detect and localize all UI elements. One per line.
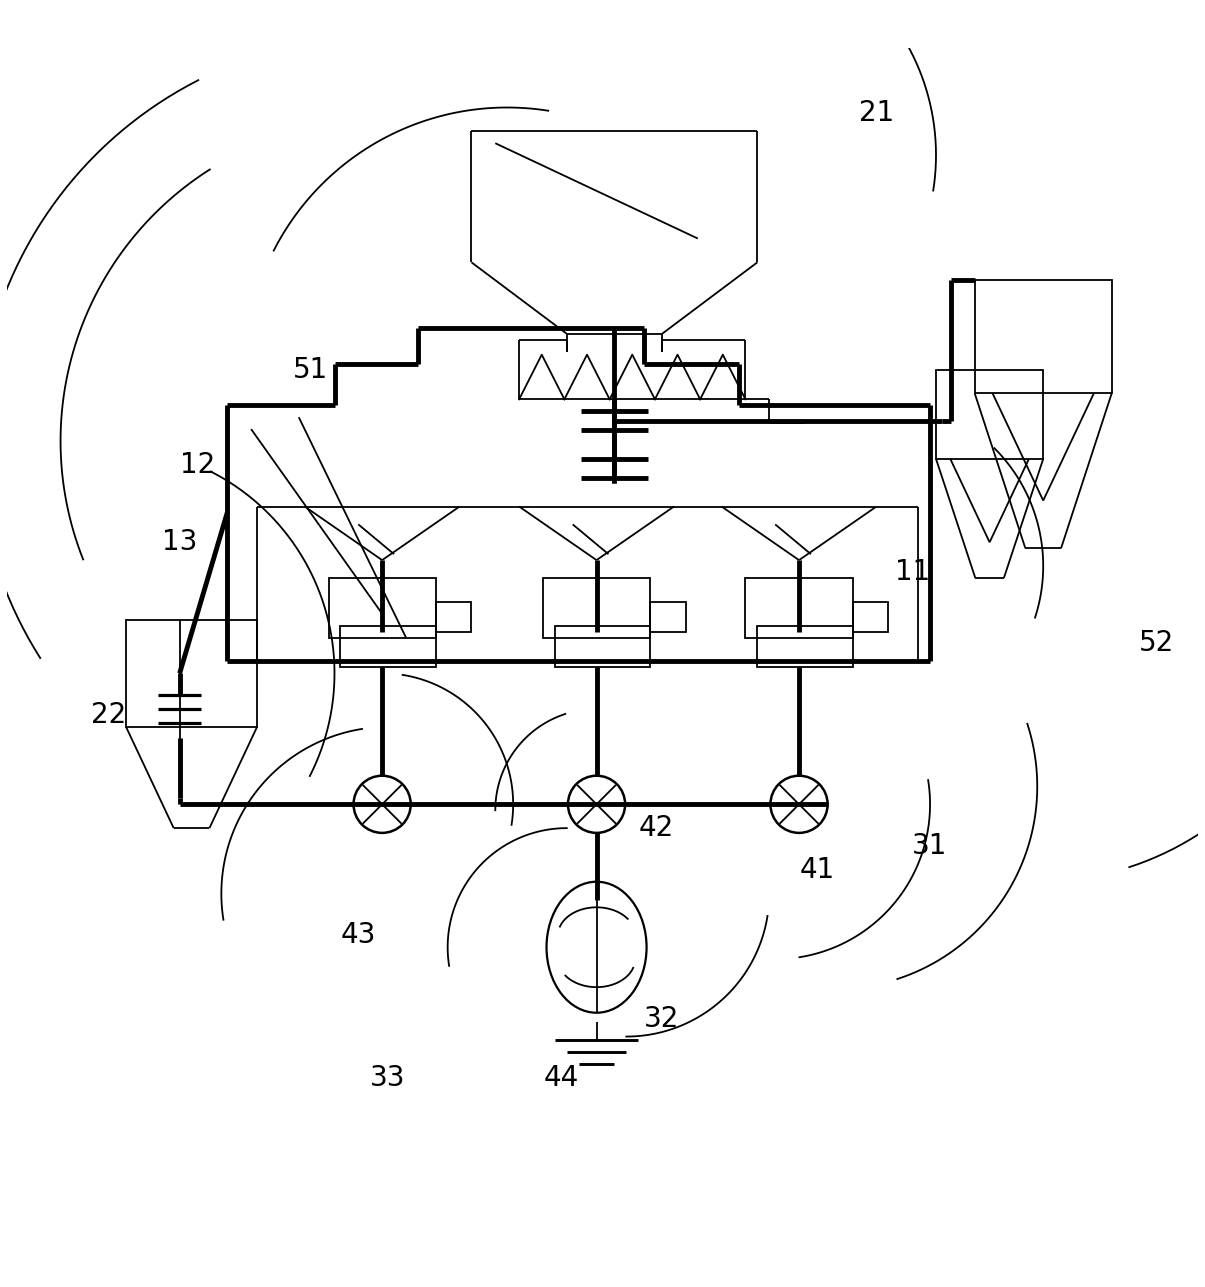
Text: 22: 22 [90, 701, 125, 728]
Bar [853, 602, 888, 632]
Text: 12: 12 [180, 450, 216, 479]
Text: 41: 41 [799, 856, 835, 884]
Bar [341, 625, 436, 668]
Text: 32: 32 [645, 1005, 680, 1032]
Text: 11: 11 [894, 559, 930, 586]
Text: 33: 33 [370, 1064, 406, 1093]
Text: 44: 44 [543, 1064, 578, 1093]
Bar [554, 625, 651, 668]
Bar [975, 281, 1112, 394]
Bar [746, 578, 853, 637]
Text: 13: 13 [161, 528, 198, 556]
Text: 21: 21 [859, 99, 894, 127]
Bar [127, 619, 257, 727]
Bar [543, 578, 651, 637]
Bar [758, 625, 853, 668]
Text: 31: 31 [912, 831, 948, 860]
Bar [436, 602, 471, 632]
Text: 52: 52 [1139, 629, 1174, 658]
Text: 51: 51 [293, 355, 328, 384]
Bar [651, 602, 686, 632]
Text: 43: 43 [341, 921, 376, 950]
Bar [936, 369, 1044, 459]
Text: 42: 42 [639, 815, 674, 842]
Bar [329, 578, 436, 637]
